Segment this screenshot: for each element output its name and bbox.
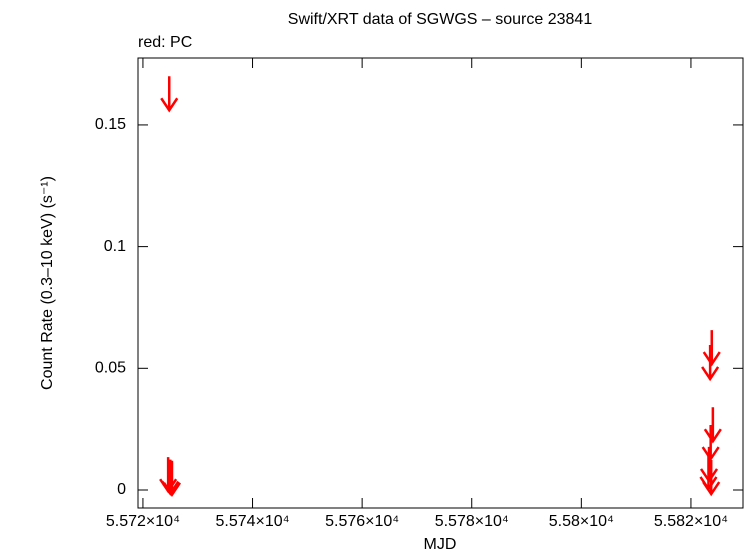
x-axis-label: MJD [424,536,457,553]
plot-frame [137,57,744,509]
upper-limit-arrow [159,457,178,494]
y-tick-label: 0.15 [95,116,126,133]
upper-limit-arrow [162,460,182,498]
x-tick-label: 5.582×10⁴ [654,513,728,530]
chart-title: Swift/XRT data of SGWGS – source 23841 [288,11,593,28]
x-tick-label: 5.578×10⁴ [435,513,509,530]
x-tick-label: 5.58×10⁴ [549,513,614,530]
upper-limit-arrow [701,425,720,462]
y-axis-label: Count Rate (0.3–10 keV) (s⁻¹) [39,176,56,390]
upper-limit-arrow [702,460,721,497]
upper-limit-arrow [160,76,179,113]
upper-limit-arrow [702,330,721,367]
upper-limit-arrow [701,344,720,382]
subtitle: red: PC [138,34,192,51]
y-tick-label: 0.05 [95,360,126,377]
x-tick-label: 5.576×10⁴ [325,513,399,530]
upper-limit-arrow [703,407,722,444]
y-tick-label: 0 [117,481,126,498]
x-tick-label: 5.572×10⁴ [106,513,180,530]
x-tick-label: 5.574×10⁴ [216,513,290,530]
y-tick-label: 0.1 [104,238,126,255]
